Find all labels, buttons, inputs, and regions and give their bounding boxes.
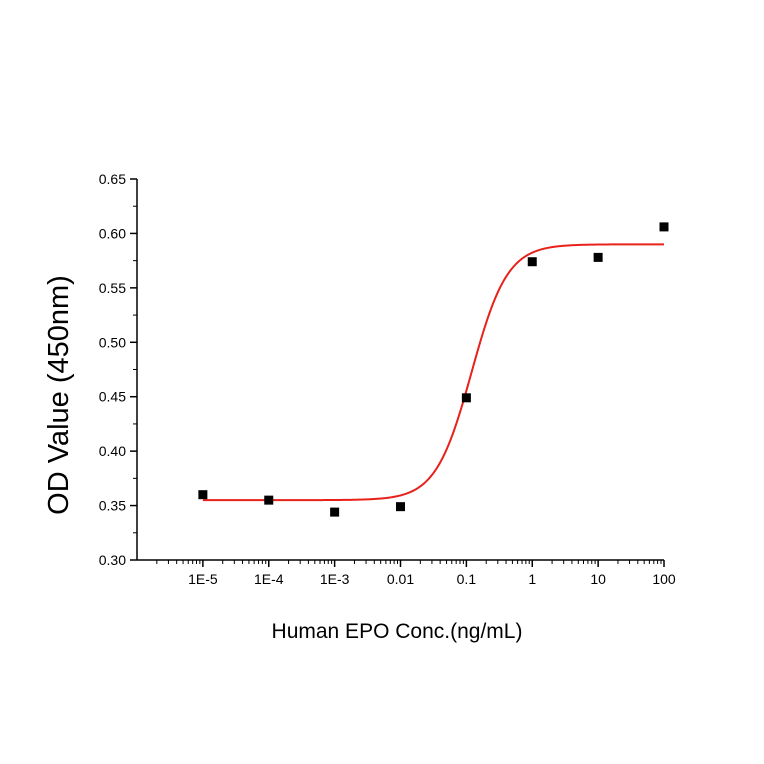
x-tick-label: 0.01 [387, 571, 414, 587]
data-point [659, 222, 669, 232]
y-tick-label: 0.65 [99, 171, 126, 187]
y-tick-label: 0.30 [99, 552, 126, 568]
y-tick-label: 0.60 [99, 225, 126, 241]
x-axis-title: Human EPO Conc.(ng/mL) [272, 620, 523, 643]
data-point [330, 507, 340, 517]
data-point [593, 252, 603, 262]
data-point [527, 257, 537, 267]
y-tick-label: 0.55 [99, 280, 126, 296]
x-tick-label: 1E-4 [254, 571, 284, 587]
data-point [461, 393, 471, 403]
y-axis-title: OD Value (450nm) [43, 275, 75, 515]
y-axis-ticks: 0.30 0.35 0.40 0.45 0.50 0.55 0.60 0.65 [99, 171, 137, 568]
x-tick-label: 10 [590, 571, 606, 587]
x-tick-label: 100 [652, 571, 676, 587]
x-tick-label: 1E-5 [188, 571, 218, 587]
y-tick-label: 0.50 [99, 334, 126, 350]
x-tick-label: 1E-3 [320, 571, 350, 587]
x-tick-label: 1 [528, 571, 536, 587]
data-point [198, 490, 208, 500]
y-tick-label: 0.35 [99, 498, 126, 514]
data-points [198, 222, 669, 517]
data-point [264, 495, 274, 505]
x-tick-label: 0.1 [457, 571, 477, 587]
data-point [396, 502, 405, 512]
y-tick-label: 0.45 [99, 389, 126, 405]
x-axis-ticks: 1E-5 1E-4 1E-3 0.01 0.1 1 10 100 [156, 560, 676, 587]
y-tick-label: 0.40 [99, 443, 126, 459]
fit-curve [202, 243, 664, 502]
